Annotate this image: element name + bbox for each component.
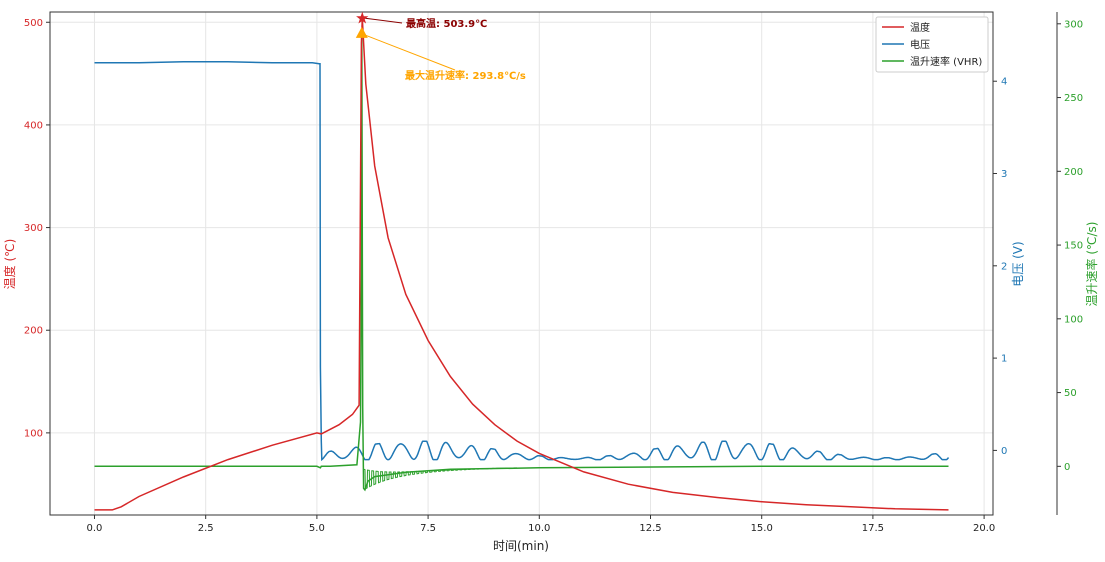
y-right1-tick-label: 0 <box>1001 446 1007 457</box>
x-axis-label: 时间(min) <box>493 539 549 553</box>
series-vhr-noise <box>363 467 517 490</box>
y-right2-axis-label: 温升速率 (℃/s) <box>1084 222 1099 307</box>
y-right1-tick-label: 1 <box>1001 354 1007 365</box>
y-right2-tick-label: 250 <box>1064 93 1083 104</box>
x-tick-label: 17.5 <box>862 523 884 534</box>
series-line-temperature <box>94 18 949 511</box>
series-line-voltage <box>94 61 950 462</box>
x-tick-label: 5.0 <box>309 523 325 534</box>
y-left-tick-label: 100 <box>24 428 43 439</box>
y-right2-tick-label: 100 <box>1064 314 1083 325</box>
x-tick-label: 2.5 <box>198 523 214 534</box>
y-right1-tick-label: 3 <box>1001 169 1007 180</box>
ticks-layer: 0.0 2.5 5.0 7.5 10.0 12.5 15.0 17.5 20.010020030… <box>24 18 1083 534</box>
y-left-tick-label: 400 <box>24 120 43 131</box>
y-right1-axis-label: 电压 (V) <box>1011 241 1025 286</box>
x-tick-label: 20.0 <box>973 523 995 534</box>
x-tick-label: 12.5 <box>639 523 661 534</box>
legend: 温度 电压 温升速率 (VHR) <box>875 16 989 73</box>
y-left-tick-label: 200 <box>24 326 43 337</box>
max-heating-rate-triangle-marker <box>355 26 368 38</box>
legend-label-voltage: 电压 <box>910 38 930 51</box>
y-left-axis-label: 温度 (℃) <box>2 239 17 290</box>
y-right2-tick-label: 200 <box>1064 167 1083 178</box>
legend-label-temperature: 温度 <box>910 21 930 34</box>
y-right2-tick-label: 50 <box>1064 388 1077 399</box>
annotation-arrow-max-heating-rate <box>364 34 456 71</box>
x-tick-label: 7.5 <box>420 523 436 534</box>
y-left-tick-label: 500 <box>24 18 43 29</box>
y-left-tick-label: 300 <box>24 223 43 234</box>
plot-frame <box>49 11 994 516</box>
series-layer <box>94 18 950 511</box>
x-tick-label: 10.0 <box>528 523 550 534</box>
y-right1-tick-label: 4 <box>1001 77 1007 88</box>
legend-label-vhr: 温升速率 (VHR) <box>910 55 982 68</box>
x-tick-label: 15.0 <box>751 523 773 534</box>
legend-box <box>875 16 989 73</box>
annotation-arrow-max-temperature <box>365 17 403 24</box>
series-line-vhr <box>94 32 949 492</box>
x-tick-label: 0.0 <box>87 523 103 534</box>
y-right2-tick-label: 150 <box>1064 241 1083 252</box>
max-temperature-star-marker <box>356 11 369 24</box>
annotation-max-temperature: 最高温: 503.9℃ <box>406 17 487 30</box>
y-right1-tick-label: 2 <box>1001 261 1007 272</box>
axes-layer <box>49 11 1058 516</box>
y-right2-tick-label: 0 <box>1064 462 1070 473</box>
grid-layer <box>50 12 993 515</box>
y-right2-tick-label: 300 <box>1064 19 1083 30</box>
annotation-max-heating-rate: 最大温升速率: 293.8℃/s <box>405 69 526 82</box>
annotation-layer: 最高温: 503.9℃ 最大温升速率: 293.8℃/s <box>355 11 526 82</box>
